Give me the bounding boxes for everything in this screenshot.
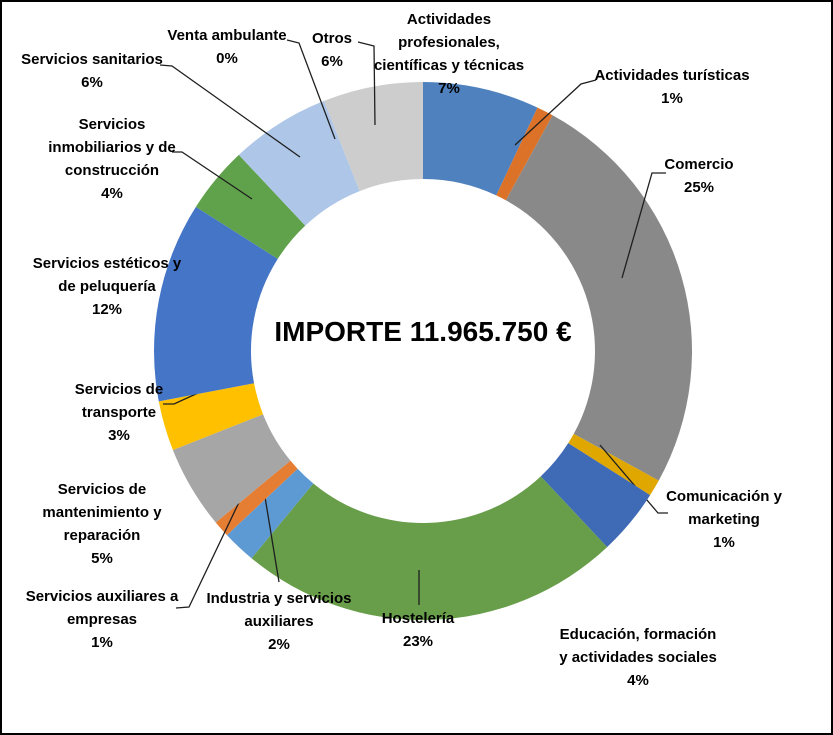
slice-label-text: Venta ambulante	[167, 27, 287, 44]
slice-label-percent: 1%	[91, 634, 113, 651]
slice-label-text: transporte	[81, 404, 157, 421]
slice-label-servicios-inmobiliarios-construccion: Servicios inmobiliarios y de construcción 4…	[48, 113, 176, 205]
slice-label-otros: Otros 6%	[312, 27, 352, 73]
leader-line-otros	[357, 41, 376, 126]
slice-label-percent: 7%	[438, 80, 460, 97]
slice-label-percent: 0%	[216, 50, 238, 67]
slice-label-percent: 2%	[268, 636, 290, 653]
pie-slice-servicios-inmobiliarios-construccion	[195, 154, 306, 259]
slice-label-servicios-sanitarios: Servicios sanitarios 6%	[21, 48, 163, 94]
leader-line-comercio	[621, 172, 666, 279]
slice-label-percent: 6%	[81, 74, 103, 91]
slice-label-industria-servicios-auxiliares: Industria y servicios auxiliares 2%	[206, 587, 351, 656]
slice-label-percent: 25%	[683, 179, 715, 196]
leader-line-servicios-auxiliares-empresas	[175, 474, 253, 609]
slice-label-educacion-formacion: Educación, formación y actividades social…	[559, 623, 717, 692]
slice-label-text: de peluquería	[58, 278, 156, 295]
slice-label-text: Comunicación y	[666, 488, 782, 505]
pie-slice-servicios-esteticos-peluqueria	[153, 206, 278, 402]
slice-label-percent: 4%	[101, 185, 123, 202]
slice-label-venta-ambulante: Venta ambulante 0%	[167, 24, 286, 70]
slice-label-actividades-profesionales: Actividades profesionales, científicas y t…	[374, 8, 524, 100]
pie-slice-servicios-sanitarios	[238, 100, 360, 226]
slice-label-percent: 1%	[661, 90, 683, 107]
leader-line-venta-ambulante	[286, 39, 336, 140]
slice-label-text: empresas	[66, 611, 138, 628]
slice-label-text: Educación, formación	[559, 626, 717, 643]
slice-label-text: Hostelería	[381, 610, 455, 627]
slice-label-text: reparación	[63, 527, 141, 544]
leader-line-servicios-inmobiliarios-construccion	[172, 151, 253, 200]
slice-label-text: Servicios estéticos y	[32, 255, 182, 272]
slice-label-text: auxiliares	[244, 613, 314, 630]
slice-label-percent: 4%	[627, 672, 649, 689]
slice-label-percent: 3%	[108, 427, 130, 444]
slice-label-text: Actividades	[406, 11, 492, 28]
leader-line-industria-servicios-auxiliares	[263, 490, 280, 583]
slice-label-percent: 12%	[91, 301, 123, 318]
slice-label-text: profesionales,	[398, 34, 500, 51]
slice-label-percent: 23%	[402, 633, 434, 650]
pie-slice-industria-servicios-auxiliares	[226, 468, 314, 559]
slice-label-comercio: Comercio 25%	[664, 153, 733, 199]
pie-slice-servicios-mantenimiento-reparacion	[172, 414, 291, 523]
slice-label-text: marketing	[688, 511, 760, 528]
leader-line-actividades-turisticas	[514, 79, 597, 146]
slice-label-text: Servicios de	[57, 481, 147, 498]
pie-slice-servicios-transporte	[158, 383, 264, 451]
slice-label-text: inmobiliarios y de	[48, 139, 176, 156]
slice-label-servicios-mantenimiento-reparacion: Servicios de mantenimiento y reparación 5%	[42, 478, 161, 570]
pie-slice-actividades-profesionales	[423, 82, 538, 196]
slice-label-text: Servicios de	[74, 381, 164, 398]
leader-line-comunicacion-marketing	[599, 444, 668, 514]
slice-label-text: Servicios	[78, 116, 146, 133]
pie-slice-comunicacion-marketing	[568, 433, 659, 496]
slice-label-percent: 5%	[91, 550, 113, 567]
pie-slice-hosteleria	[251, 476, 608, 620]
slice-label-text: Comercio	[664, 156, 734, 173]
slice-label-text: Servicios auxiliares a	[25, 588, 179, 605]
pie-slice-comercio	[505, 115, 693, 481]
slice-label-text: científicas y técnicas	[373, 57, 525, 74]
pie-slice-actividades-turisticas	[496, 107, 553, 201]
donut-center-label: IMPORTE 11.965.750 €	[274, 316, 572, 347]
pie-slice-otros	[323, 82, 423, 192]
slice-label-text: y actividades sociales	[559, 649, 717, 666]
slice-label-hosteleria: Hostelería 23%	[382, 607, 455, 653]
slice-label-text: mantenimiento y	[42, 504, 162, 521]
slice-label-actividades-turisticas: Actividades turísticas 1%	[594, 64, 749, 110]
leader-line-servicios-sanitarios	[159, 64, 301, 158]
slice-label-text: Servicios sanitarios	[21, 51, 163, 68]
slice-label-servicios-transporte: Servicios de transporte 3%	[75, 378, 163, 447]
slice-label-servicios-auxiliares-empresas: Servicios auxiliares a empresas 1%	[26, 585, 179, 654]
slice-label-text: Otros	[311, 30, 353, 47]
slice-label-text: Industria y servicios	[206, 590, 352, 607]
slice-label-text: Actividades turísticas	[594, 67, 750, 84]
pie-slice-educacion-formacion	[540, 443, 651, 548]
slice-label-servicios-esteticos-peluqueria: Servicios estéticos y de peluquería 12%	[33, 252, 181, 321]
pie-slice-servicios-auxiliares-empresas	[215, 460, 298, 536]
slice-label-text: construcción	[64, 162, 160, 179]
slice-label-comunicacion-marketing: Comunicación y marketing 1%	[666, 485, 782, 554]
slice-label-percent: 1%	[713, 534, 735, 551]
slice-label-percent: 6%	[321, 53, 343, 70]
